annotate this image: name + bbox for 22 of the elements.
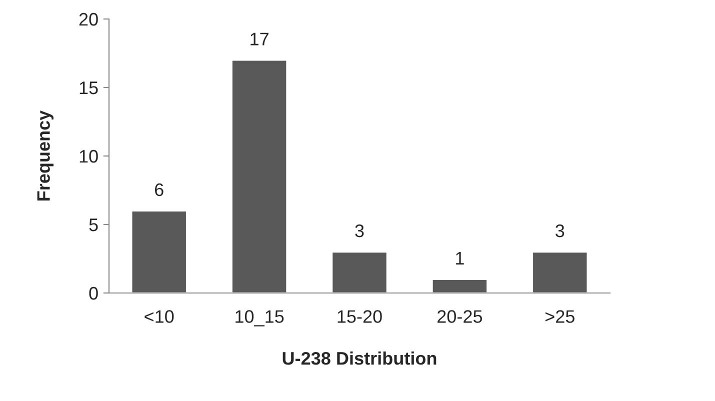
x-tick-label: >25 xyxy=(545,310,574,323)
x-tick-label: 10_15 xyxy=(236,310,284,326)
y-tick-label: 15 xyxy=(80,82,98,94)
y-tick-label: 10 xyxy=(80,150,98,163)
y-tick-label: 20 xyxy=(79,12,98,26)
data-label: 1 xyxy=(456,252,464,264)
bar xyxy=(231,59,288,293)
data-label: 3 xyxy=(355,224,364,238)
x-axis-title: U-238 Distribution xyxy=(282,352,436,365)
y-axis-title: Frequency xyxy=(37,110,54,200)
data-label: 3 xyxy=(556,224,564,238)
data-label: 17 xyxy=(250,32,268,46)
bar xyxy=(331,251,388,293)
bar xyxy=(130,210,188,293)
y-tick-label: 5 xyxy=(89,218,98,232)
x-tick-label: 20-25 xyxy=(438,310,482,323)
x-tick-label: 15-20 xyxy=(338,310,382,323)
bar xyxy=(532,251,588,293)
bar xyxy=(431,278,488,293)
data-label: 6 xyxy=(154,183,164,196)
y-tick-label: 0 xyxy=(89,286,98,300)
x-tick-label: <10 xyxy=(144,310,174,323)
